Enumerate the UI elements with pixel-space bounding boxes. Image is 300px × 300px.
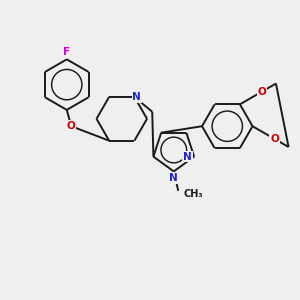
Text: CH₃: CH₃ [184,189,203,199]
Text: O: O [270,134,279,144]
Text: N: N [169,173,178,183]
Text: F: F [63,47,70,57]
Text: O: O [257,87,266,97]
Text: N: N [183,152,192,162]
Text: O: O [67,121,76,131]
Text: N: N [132,92,141,102]
